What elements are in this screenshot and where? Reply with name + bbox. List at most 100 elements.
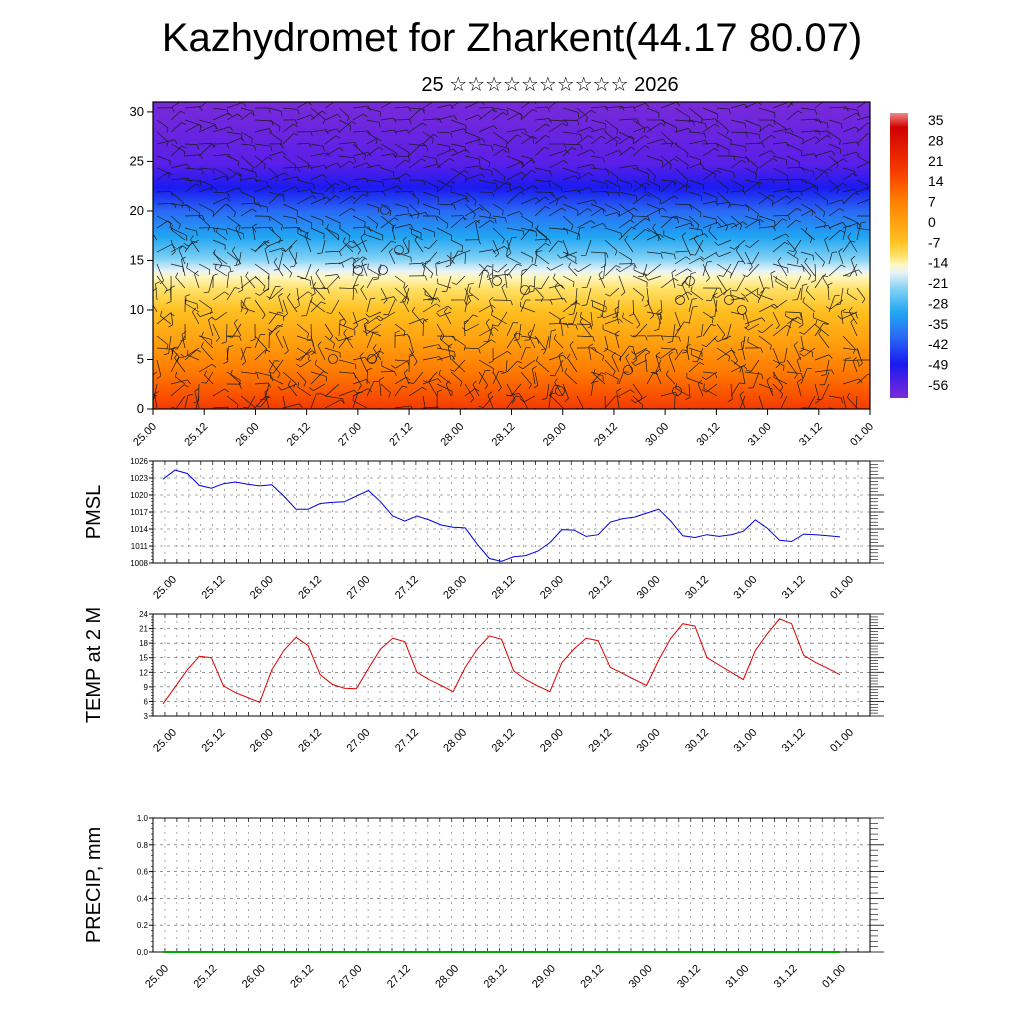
- wind-barb-flag: [423, 180, 426, 186]
- wind-barb-flag: [620, 291, 626, 296]
- wind-barb-shaft: [436, 104, 451, 109]
- wind-barb-shaft: [705, 371, 718, 380]
- wind-barb: [394, 385, 408, 397]
- x-tick-label: 28.00: [433, 963, 461, 991]
- wind-barb: [534, 250, 543, 265]
- wind-barb: [380, 102, 401, 109]
- wind-barb: [338, 121, 357, 133]
- y-tick-label: 18: [139, 639, 148, 648]
- wind-barb: [554, 282, 564, 301]
- wind-barb-shaft: [450, 119, 467, 126]
- wind-barb: [450, 250, 464, 265]
- wind-barb-flag: [737, 348, 743, 351]
- wind-barb-shaft: [268, 172, 286, 181]
- wind-barb-flag: [739, 382, 745, 385]
- wind-barb-flag: [183, 242, 188, 247]
- wind-barb-flag: [226, 109, 229, 115]
- x-tick-label: 01.00: [848, 421, 876, 449]
- wind-barb-flag: [825, 306, 831, 310]
- wind-barb-flag: [850, 255, 856, 260]
- wind-barb: [352, 105, 371, 111]
- wind-barb: [366, 380, 380, 397]
- wind-barb-shaft: [856, 102, 867, 109]
- wind-barb: [772, 324, 792, 337]
- wind-barb-shaft: [847, 397, 858, 409]
- wind-barb: [450, 119, 467, 131]
- wind-barb-flag: [827, 130, 831, 136]
- wind-barb-shaft: [674, 128, 689, 133]
- wind-barb-shaft: [472, 384, 480, 397]
- wind-barb: [408, 387, 427, 397]
- wind-barb-shaft: [408, 108, 422, 121]
- wind-barb-shaft: [352, 151, 369, 157]
- wind-barb-shaft: [702, 107, 718, 115]
- wind-barb-shaft: [618, 219, 631, 229]
- wind-barb-shaft: [828, 155, 839, 165]
- wind-barb-shaft: [450, 128, 465, 133]
- wind-barb-flag: [631, 214, 634, 220]
- wind-barb: [492, 149, 508, 157]
- wind-barb-shaft: [199, 311, 214, 317]
- wind-barb-flag: [416, 417, 418, 422]
- wind-barb-shaft: [716, 275, 727, 292]
- wind-barb-flag: [502, 112, 508, 116]
- wind-barb-shaft: [366, 215, 378, 225]
- wind-barb-flag: [625, 353, 630, 358]
- wind-barb: [667, 323, 676, 343]
- wind-barb: [534, 135, 550, 145]
- wind-barb-shaft: [506, 360, 518, 373]
- wind-barb-shaft: [562, 119, 578, 121]
- wind-barb-shaft: [780, 395, 788, 409]
- wind-barb-flag: [747, 158, 750, 164]
- wind-barb: [478, 327, 499, 337]
- wind-barb-shaft: [240, 208, 253, 217]
- wind-barb-shaft: [697, 383, 704, 397]
- wind-barb: [226, 335, 242, 341]
- wind-barb-shaft: [716, 215, 728, 227]
- wind-barb: [240, 208, 257, 217]
- wind-barb-flag: [815, 109, 818, 115]
- wind-barb-flag: [587, 325, 593, 329]
- wind-barb: [436, 305, 452, 313]
- wind-barb-shaft: [775, 280, 788, 289]
- wind-barb-flag: [406, 173, 411, 177]
- wind-barb-shaft: [772, 155, 787, 161]
- wind-barb-shaft: [273, 261, 284, 277]
- wind-barb-flag: [660, 314, 663, 320]
- wind-barb-shaft: [170, 287, 172, 301]
- wind-barb: [590, 119, 607, 129]
- wind-barb: [562, 143, 583, 150]
- wind-barb-flag: [630, 146, 636, 151]
- wind-barb-flag: [692, 298, 698, 300]
- y-tick-label: 0.4: [137, 894, 149, 903]
- wind-barb: [493, 311, 508, 327]
- wind-barb-flag: [409, 352, 414, 356]
- wind-barb-shaft: [562, 275, 575, 283]
- wind-barb-shaft: [786, 178, 805, 181]
- wind-barb-shaft: [226, 131, 242, 135]
- wind-barb-flag: [612, 316, 618, 319]
- wind-barb-shaft: [366, 350, 380, 361]
- wind-barb-flag: [714, 201, 719, 206]
- wind-barb-flag: [588, 186, 593, 191]
- wind-barb: [492, 107, 509, 116]
- wind-barb-shaft: [534, 135, 546, 145]
- wind-barb-flag: [265, 349, 271, 353]
- wind-barb-flag: [787, 179, 790, 185]
- wind-barb-shaft: [814, 383, 820, 401]
- wind-barb-shaft: [646, 311, 661, 316]
- wind-barb: [527, 329, 536, 349]
- wind-barb-shaft: [170, 356, 180, 373]
- wind-barb-shaft: [294, 251, 298, 267]
- wind-barb-shaft: [464, 251, 466, 265]
- wind-barb-flag: [187, 394, 193, 396]
- wind-barb: [352, 193, 368, 205]
- wind-barb-shaft: [520, 229, 531, 241]
- wind-barb-flag: [267, 328, 273, 332]
- wind-barb-shaft: [520, 197, 537, 205]
- wind-barb-shaft: [730, 407, 732, 409]
- wind-barb: [492, 299, 513, 306]
- wind-barb-shaft: [604, 106, 622, 109]
- wind-barb: [422, 102, 442, 109]
- wind-barb: [184, 240, 198, 253]
